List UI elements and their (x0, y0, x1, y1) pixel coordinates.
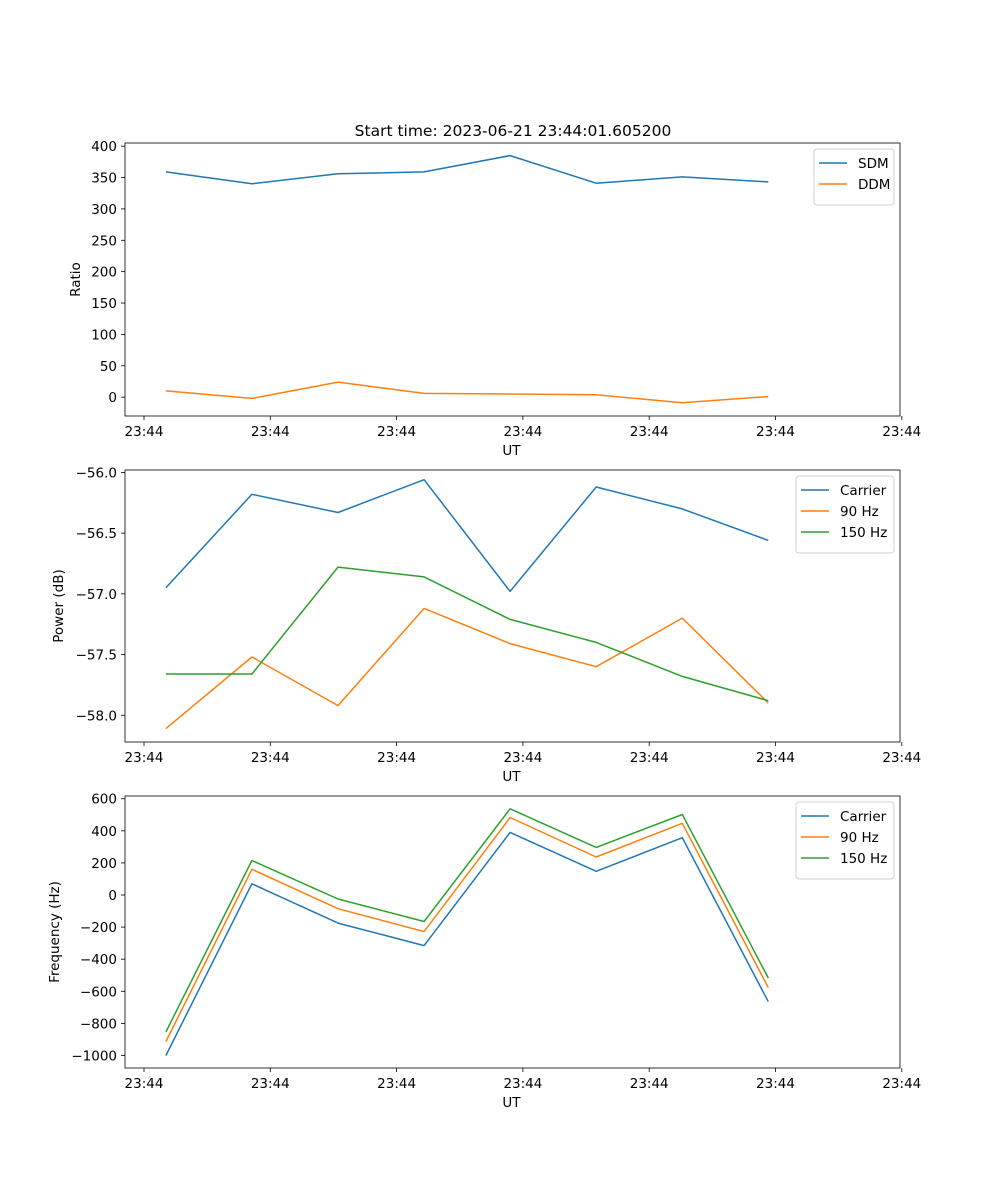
y-tick-label: 250 (91, 233, 117, 249)
axes-frame (124, 469, 901, 743)
x-tick-label: 23:44 (377, 750, 416, 766)
y-axis-label: Frequency (Hz) (47, 881, 63, 983)
legend-label-1: SDM (858, 156, 889, 172)
y-tick-label: −600 (80, 984, 117, 1000)
legend-label-2: DDM (858, 177, 890, 193)
legend-label-3: 150 Hz (840, 525, 887, 541)
y-tick-label: −200 (80, 920, 117, 936)
x-tick-label: 23:44 (377, 1076, 416, 1092)
x-axis-label: UT (502, 1095, 521, 1111)
x-axis-label: UT (502, 769, 521, 785)
y-tick-label: −57.5 (76, 648, 117, 664)
axes-frame (124, 795, 901, 1069)
axes-frame (124, 142, 901, 417)
x-tick-label: 23:44 (251, 1076, 290, 1092)
x-tick-label: 23:44 (125, 750, 164, 766)
series-line-1 (165, 154, 769, 185)
series-line-1 (165, 831, 769, 1056)
x-tick-label: 23:44 (882, 424, 921, 440)
series-line-2 (165, 381, 769, 404)
series-line-1 (165, 478, 769, 593)
legend-label-2: 90 Hz (840, 830, 879, 846)
x-tick-label: 23:44 (503, 750, 542, 766)
y-tick-label: 100 (91, 327, 117, 343)
legend-label-1: Carrier (840, 809, 887, 825)
legend-box (795, 475, 895, 554)
x-tick-label: 23:44 (125, 424, 164, 440)
y-tick-label: 50 (100, 359, 117, 375)
y-tick-label: 600 (91, 792, 117, 808)
x-tick-label: 23:44 (882, 1076, 921, 1092)
x-tick-label: 23:44 (630, 750, 669, 766)
legend-label-3: 150 Hz (840, 851, 887, 867)
y-tick-label: 200 (91, 265, 117, 281)
y-axis-label: Power (dB) (51, 569, 67, 642)
series-line-3 (165, 808, 769, 1033)
y-tick-label: −58.0 (76, 708, 117, 724)
y-tick-label: −1000 (71, 1048, 117, 1064)
y-tick-label: 400 (91, 824, 117, 840)
y-tick-label: 200 (91, 856, 117, 872)
series-line-2 (165, 607, 769, 730)
x-tick-label: 23:44 (630, 424, 669, 440)
y-tick-label: 350 (91, 171, 117, 187)
legend-box (795, 801, 895, 880)
y-tick-label: −800 (80, 1016, 117, 1032)
x-tick-label: 23:44 (756, 424, 795, 440)
y-tick-label: −57.0 (76, 587, 117, 603)
y-tick-label: 150 (91, 296, 117, 312)
x-tick-label: 23:44 (503, 1076, 542, 1092)
x-tick-label: 23:44 (756, 1076, 795, 1092)
x-tick-label: 23:44 (503, 424, 542, 440)
y-tick-label: 0 (108, 390, 117, 406)
x-tick-label: 23:44 (377, 424, 416, 440)
chart-panel-2: 23:4423:4423:4423:4423:4423:4423:4423:45… (51, 465, 921, 785)
legend: SDM DDM (813, 148, 895, 206)
y-tick-label: −56.0 (76, 465, 117, 481)
x-tick-label: 23:44 (251, 424, 290, 440)
y-tick-label: 300 (91, 202, 117, 218)
x-tick-label: 23:44 (882, 750, 921, 766)
legend-label-1: Carrier (840, 483, 887, 499)
y-tick-label: 400 (91, 139, 117, 155)
y-tick-label: −400 (80, 952, 117, 968)
x-tick-label: 23:44 (125, 1076, 164, 1092)
series-line-3 (165, 566, 769, 702)
y-tick-label: −56.5 (76, 526, 117, 542)
y-tick-label: 0 (108, 888, 117, 904)
chart-panel-3: 23:4423:4423:4423:4423:4423:4423:4423:45… (47, 792, 921, 1111)
x-tick-label: 23:44 (251, 750, 290, 766)
figure-title: Start time: 2023-06-21 23:44:01.605200 (355, 122, 672, 140)
y-axis-label: Ratio (68, 262, 84, 297)
legend-label-2: 90 Hz (840, 504, 879, 520)
chart-panel-1: 23:4423:4423:4423:4423:4423:4423:4423:45… (68, 139, 921, 459)
legend: Carrier 90 Hz 150 Hz (795, 475, 895, 554)
series-line-2 (165, 816, 769, 1042)
x-tick-label: 23:44 (630, 1076, 669, 1092)
x-tick-label: 23:44 (756, 750, 795, 766)
x-axis-label: UT (502, 443, 521, 459)
legend: Carrier 90 Hz 150 Hz (795, 801, 895, 880)
